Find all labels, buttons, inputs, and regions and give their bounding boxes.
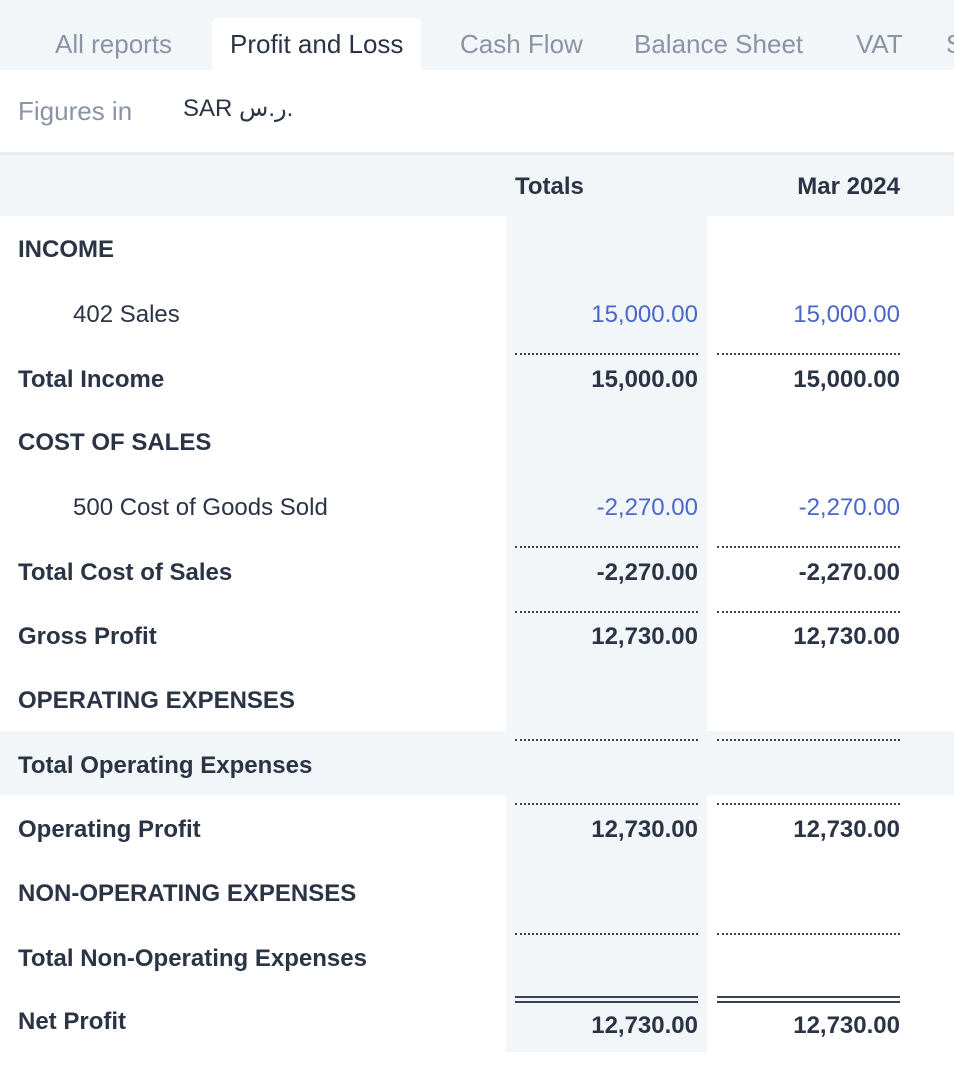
row-highlight bbox=[0, 731, 954, 795]
value-period: 12,730.00 bbox=[793, 816, 900, 843]
subtotal-divider bbox=[515, 353, 698, 355]
subtotal-divider bbox=[717, 933, 900, 935]
value-period: 12,730.00 bbox=[793, 623, 900, 650]
table-row: Total Operating Expenses bbox=[0, 732, 954, 796]
tab-all-reports[interactable]: All reports bbox=[55, 29, 173, 59]
column-header-period: Mar 2024 bbox=[797, 173, 900, 200]
subtotal-divider bbox=[515, 933, 698, 935]
subtotal-divider bbox=[717, 353, 900, 355]
total-label: Gross Profit bbox=[18, 623, 157, 650]
section-heading-income: INCOME bbox=[18, 236, 114, 263]
total-label: Total Non-Operating Expenses bbox=[18, 945, 367, 972]
total-label: Operating Profit bbox=[18, 816, 201, 843]
table-row: INCOME bbox=[0, 216, 954, 280]
value-period: -2,270.00 bbox=[798, 559, 900, 586]
value-totals: 12,730.00 bbox=[591, 623, 698, 650]
table-row: NON-OPERATING EXPENSES bbox=[0, 860, 954, 924]
value-totals: 12,730.00 bbox=[591, 816, 698, 843]
table-row: Total Non-Operating Expenses bbox=[0, 925, 954, 989]
totals-column-background bbox=[506, 216, 707, 1052]
net-profit-double-underline bbox=[717, 996, 900, 1003]
figures-in-label: Figures in bbox=[18, 96, 133, 126]
table-row[interactable]: 402 Sales 15,000.00 15,000.00 bbox=[0, 281, 954, 345]
subtotal-divider bbox=[717, 611, 900, 613]
value-totals[interactable]: -2,270.00 bbox=[596, 494, 698, 521]
tab-next-partial[interactable]: S bbox=[946, 18, 954, 70]
account-label: 500 Cost of Goods Sold bbox=[73, 494, 328, 521]
net-profit-label: Net Profit bbox=[18, 1008, 126, 1035]
table-row: Operating Profit 12,730.00 12,730.00 bbox=[0, 796, 954, 860]
section-heading-cost-of-sales: COST OF SALES bbox=[18, 429, 212, 456]
total-label: Total Income bbox=[18, 366, 165, 393]
subtotal-divider bbox=[717, 546, 900, 548]
tab-vat[interactable]: VAT bbox=[856, 29, 903, 59]
subtotal-divider bbox=[515, 546, 698, 548]
total-label: Total Cost of Sales bbox=[18, 559, 233, 586]
value-totals[interactable]: 15,000.00 bbox=[591, 301, 698, 328]
tab-cash-flow[interactable]: Cash Flow bbox=[460, 29, 583, 59]
value-period: 12,730.00 bbox=[793, 1012, 900, 1039]
value-totals: 15,000.00 bbox=[591, 366, 698, 393]
report-tabs: All reports Profit and Loss Cash Flow Ba… bbox=[0, 0, 954, 70]
column-header-totals: Totals bbox=[515, 173, 584, 200]
subtotal-divider bbox=[717, 739, 900, 741]
value-period[interactable]: -2,270.00 bbox=[798, 494, 900, 521]
table-row[interactable]: 500 Cost of Goods Sold -2,270.00 -2,270.… bbox=[0, 474, 954, 538]
value-totals: -2,270.00 bbox=[596, 559, 698, 586]
table-row: COST OF SALES bbox=[0, 409, 954, 473]
section-heading-operating-expenses: OPERATING EXPENSES bbox=[18, 687, 295, 714]
subtotal-divider bbox=[717, 803, 900, 805]
tab-balance-sheet[interactable]: Balance Sheet bbox=[634, 29, 804, 59]
table-row: Total Cost of Sales -2,270.00 -2,270.00 bbox=[0, 539, 954, 603]
subtotal-divider bbox=[515, 611, 698, 613]
tab-profit-and-loss[interactable]: Profit and Loss bbox=[212, 18, 422, 70]
table-header: Totals Mar 2024 bbox=[0, 155, 954, 216]
account-label: 402 Sales bbox=[73, 301, 180, 328]
table-row: Gross Profit 12,730.00 12,730.00 bbox=[0, 603, 954, 667]
value-totals: 12,730.00 bbox=[591, 1012, 698, 1039]
table-row: Total Income 15,000.00 15,000.00 bbox=[0, 346, 954, 410]
subtotal-divider bbox=[515, 739, 698, 741]
table-row: OPERATING EXPENSES bbox=[0, 667, 954, 731]
section-heading-non-operating-expenses: NON-OPERATING EXPENSES bbox=[18, 880, 357, 907]
subtotal-divider bbox=[515, 803, 698, 805]
total-label: Total Operating Expenses bbox=[18, 752, 313, 779]
net-profit-double-underline bbox=[515, 996, 698, 1003]
value-period: 15,000.00 bbox=[793, 366, 900, 393]
figures-bar: Figures in SAR ر.س. bbox=[0, 70, 954, 155]
table-row: Net Profit 12,730.00 12,730.00 bbox=[0, 988, 954, 1052]
currency-selector[interactable]: SAR ر.س. bbox=[183, 95, 294, 122]
value-period[interactable]: 15,000.00 bbox=[793, 301, 900, 328]
